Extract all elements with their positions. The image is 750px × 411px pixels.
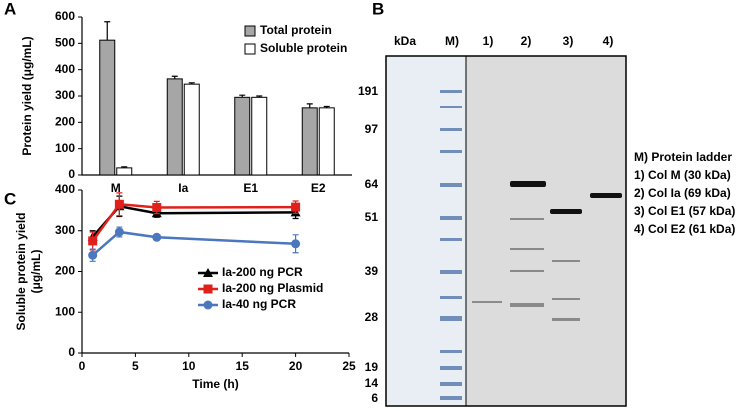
y-tick-label: 0 xyxy=(68,345,75,359)
legend-label: Ia-40 ng PCR xyxy=(222,297,296,311)
error-bar xyxy=(104,21,111,41)
legend-swatch xyxy=(244,25,256,37)
x-tick-label: M xyxy=(111,181,121,195)
marker xyxy=(88,236,98,246)
error-bar xyxy=(121,166,128,168)
lane-label: M) xyxy=(445,34,459,48)
marker xyxy=(152,232,162,242)
y-axis-title: (μg/mL) xyxy=(29,249,43,293)
error-bar xyxy=(323,105,330,108)
marker xyxy=(152,203,162,213)
gel-legend-entry: 3) Col E1 (57 kDa) xyxy=(634,204,735,218)
y-tick-label: 300 xyxy=(55,88,75,102)
panel-label: A xyxy=(4,0,16,18)
gel-legend-entry: 4) Col E2 (61 kDa) xyxy=(634,222,735,236)
error-bar xyxy=(306,103,313,108)
bar xyxy=(234,96,251,176)
error-bar xyxy=(256,95,263,98)
marker-label: 191 xyxy=(358,84,378,98)
error-bar xyxy=(188,82,195,85)
y-tick-label: 0 xyxy=(68,167,75,181)
error-bar xyxy=(171,75,178,79)
line xyxy=(91,202,296,242)
marker xyxy=(291,202,301,212)
legend-marker xyxy=(203,284,213,294)
y-tick-label: 400 xyxy=(55,62,75,76)
legend-marker xyxy=(203,300,213,310)
axes xyxy=(81,190,349,354)
marker xyxy=(291,239,301,249)
y-tick-label: 400 xyxy=(55,182,75,196)
x-tick-label: 0 xyxy=(79,359,86,373)
marker-label: 6 xyxy=(371,391,378,405)
legend-label: Soluble protein xyxy=(260,41,347,55)
y-tick-label: 100 xyxy=(55,304,75,318)
panel-label: C xyxy=(4,189,16,208)
marker-label: 51 xyxy=(365,210,379,224)
x-tick-label: E1 xyxy=(243,181,258,195)
x-tick-label: 15 xyxy=(236,359,250,373)
gel-legend-entry: M) Protein ladder xyxy=(634,150,732,164)
y-tick-label: 100 xyxy=(55,141,75,155)
x-tick-label: E2 xyxy=(311,181,326,195)
x-tick-label: 20 xyxy=(289,359,303,373)
x-tick-label: 25 xyxy=(342,359,356,373)
bar xyxy=(116,167,133,176)
gel-legend-entry: 2) Col Ia (69 kDa) xyxy=(634,186,731,200)
marker-label: 14 xyxy=(365,376,379,390)
line xyxy=(91,230,296,257)
bar xyxy=(301,107,318,176)
y-tick-label: 300 xyxy=(55,223,75,237)
unit-label: kDa xyxy=(394,34,416,48)
marker-label: 39 xyxy=(365,264,379,278)
y-tick-label: 500 xyxy=(55,36,75,50)
panel-label: B xyxy=(372,0,384,18)
bar xyxy=(318,107,335,176)
y-tick-label: 600 xyxy=(55,9,75,23)
y-tick-label: 200 xyxy=(55,264,75,278)
y-axis-title: Protein yield (μg/mL) xyxy=(20,36,34,155)
marker-label: 97 xyxy=(365,122,379,136)
marker xyxy=(114,199,124,209)
bar xyxy=(166,78,183,176)
marker-label: 19 xyxy=(365,360,379,374)
marker xyxy=(88,250,98,260)
lane-label: 4) xyxy=(603,34,614,48)
bar xyxy=(183,83,200,176)
legend-marker xyxy=(203,268,213,277)
legend-label: Total protein xyxy=(260,23,332,37)
legend-label: Ia-200 ng PCR xyxy=(222,265,303,279)
lane-label: 1) xyxy=(483,34,494,48)
marker-label: 28 xyxy=(365,310,379,324)
bar xyxy=(251,96,268,176)
lane-label: 2) xyxy=(521,34,532,48)
x-tick-label: Ia xyxy=(178,181,188,195)
x-axis-title: Time (h) xyxy=(192,377,238,391)
error-bar xyxy=(239,94,246,98)
bar xyxy=(99,39,116,176)
gel-legend-entry: 1) Col M (30 kDa) xyxy=(634,168,731,182)
legend-swatch xyxy=(244,43,256,55)
x-tick-label: 10 xyxy=(182,359,196,373)
legend-label: Ia-200 ng Plasmid xyxy=(222,281,323,295)
y-axis-title: Soluble protein yield xyxy=(14,212,28,330)
marker xyxy=(114,227,124,237)
marker-label: 64 xyxy=(365,177,379,191)
x-tick-label: 5 xyxy=(132,359,139,373)
y-tick-label: 200 xyxy=(55,115,75,129)
gel-image xyxy=(385,55,627,407)
lane-label: 3) xyxy=(563,34,574,48)
